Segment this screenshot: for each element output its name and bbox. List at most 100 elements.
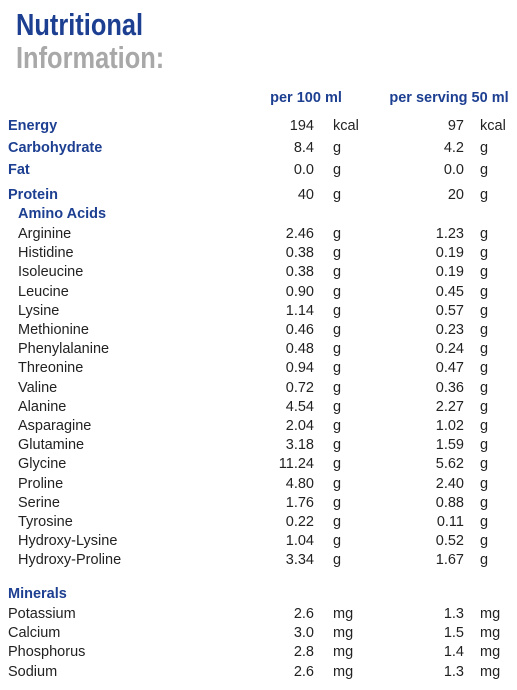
value: 0.46 bbox=[285, 322, 314, 338]
unit: mg bbox=[333, 606, 354, 622]
row-label: Asparagine bbox=[18, 418, 92, 434]
unit: mg bbox=[480, 606, 501, 622]
title: Information: bbox=[16, 40, 165, 75]
unit: g bbox=[480, 187, 489, 203]
unit: g bbox=[333, 283, 342, 300]
unit: g bbox=[480, 456, 489, 473]
value: 3.34 bbox=[285, 552, 314, 569]
row-label: Hydroxy-Lysine bbox=[18, 533, 118, 550]
unit: g bbox=[480, 283, 489, 300]
unit: g bbox=[480, 514, 489, 530]
value: 11.24 bbox=[278, 456, 314, 473]
unit: g bbox=[333, 552, 342, 569]
value: 2.27 bbox=[435, 398, 464, 415]
section-title: Amino Acids bbox=[18, 206, 107, 222]
value: 2.46 bbox=[285, 226, 314, 242]
row-label: Potassium bbox=[8, 606, 76, 622]
unit: g bbox=[333, 322, 342, 338]
unit: mg bbox=[480, 625, 501, 642]
value: 1.5 bbox=[443, 625, 464, 642]
unit: g bbox=[333, 245, 342, 262]
row-label: Serine bbox=[18, 494, 60, 511]
unit: g bbox=[333, 514, 342, 530]
value: 0.52 bbox=[435, 533, 464, 550]
unit: g bbox=[480, 264, 489, 281]
column-header: per serving 50 ml bbox=[389, 90, 509, 106]
value: 0.47 bbox=[435, 360, 464, 377]
unit: g bbox=[333, 360, 342, 377]
unit: g bbox=[333, 494, 342, 511]
row-label: Valine bbox=[18, 379, 58, 396]
value: 8.4 bbox=[293, 140, 314, 156]
value: 4.2 bbox=[443, 140, 464, 156]
row-label: Tyrosine bbox=[18, 514, 73, 530]
row-label: Calcium bbox=[8, 625, 61, 642]
unit: mg bbox=[333, 644, 354, 661]
value: 0.0 bbox=[293, 162, 314, 178]
value: 2.8 bbox=[293, 644, 314, 661]
unit: g bbox=[333, 140, 342, 156]
value: 0.38 bbox=[285, 245, 314, 262]
unit: g bbox=[480, 379, 489, 396]
unit: g bbox=[333, 162, 342, 178]
unit: g bbox=[480, 437, 489, 454]
unit: g bbox=[480, 162, 489, 178]
unit: g bbox=[333, 264, 342, 281]
value: 0.22 bbox=[285, 514, 314, 530]
row-label: Alanine bbox=[18, 398, 67, 415]
value: 4.54 bbox=[285, 398, 314, 415]
unit: g bbox=[480, 418, 489, 434]
unit: g bbox=[480, 140, 489, 156]
value: 2.6 bbox=[293, 606, 314, 622]
row-label: Phenylalanine bbox=[18, 341, 110, 358]
row-label: Carbohydrate bbox=[8, 140, 103, 156]
unit: kcal bbox=[333, 118, 359, 134]
value: 0.38 bbox=[285, 264, 314, 281]
row-label: Arginine bbox=[18, 226, 72, 242]
unit: g bbox=[333, 418, 342, 434]
unit: mg bbox=[333, 663, 354, 680]
unit: g bbox=[333, 302, 342, 319]
value: 2.40 bbox=[435, 475, 464, 492]
row-label: Isoleucine bbox=[18, 264, 84, 281]
value: 0.57 bbox=[435, 302, 464, 319]
value: 0.94 bbox=[285, 360, 314, 377]
value: 1.67 bbox=[435, 552, 464, 569]
row-label: Proline bbox=[18, 475, 64, 492]
unit: g bbox=[333, 437, 342, 454]
unit: g bbox=[480, 245, 489, 262]
unit: g bbox=[480, 398, 489, 415]
unit: kcal bbox=[480, 118, 506, 134]
value: 0.48 bbox=[285, 341, 314, 358]
value: 40 bbox=[297, 187, 314, 203]
unit: g bbox=[480, 302, 489, 319]
value: 0.24 bbox=[435, 341, 464, 358]
unit: g bbox=[333, 379, 342, 396]
row-label: Glycine bbox=[18, 456, 67, 473]
unit: mg bbox=[333, 625, 354, 642]
unit: mg bbox=[480, 644, 501, 661]
row-label: Phosphorus bbox=[8, 644, 86, 661]
value: 5.62 bbox=[435, 456, 464, 473]
row-label: Leucine bbox=[18, 283, 69, 300]
value: 0.36 bbox=[435, 379, 464, 396]
row-label: Hydroxy-Proline bbox=[18, 552, 122, 569]
row-label: Lysine bbox=[18, 302, 60, 319]
unit: g bbox=[480, 341, 489, 358]
value: 3.18 bbox=[285, 437, 314, 454]
value: 1.23 bbox=[435, 226, 464, 242]
unit: g bbox=[333, 341, 342, 358]
value: 0.23 bbox=[435, 322, 464, 338]
unit: g bbox=[333, 398, 342, 415]
unit: g bbox=[480, 360, 489, 377]
unit: g bbox=[333, 533, 342, 550]
value: 1.3 bbox=[443, 606, 464, 622]
unit: g bbox=[480, 533, 489, 550]
row-label: Glutamine bbox=[18, 437, 85, 454]
row-label: Protein bbox=[8, 187, 58, 203]
unit: g bbox=[333, 187, 342, 203]
value: 2.04 bbox=[285, 418, 314, 434]
value: 3.0 bbox=[293, 625, 314, 642]
value: 194 bbox=[289, 118, 314, 134]
